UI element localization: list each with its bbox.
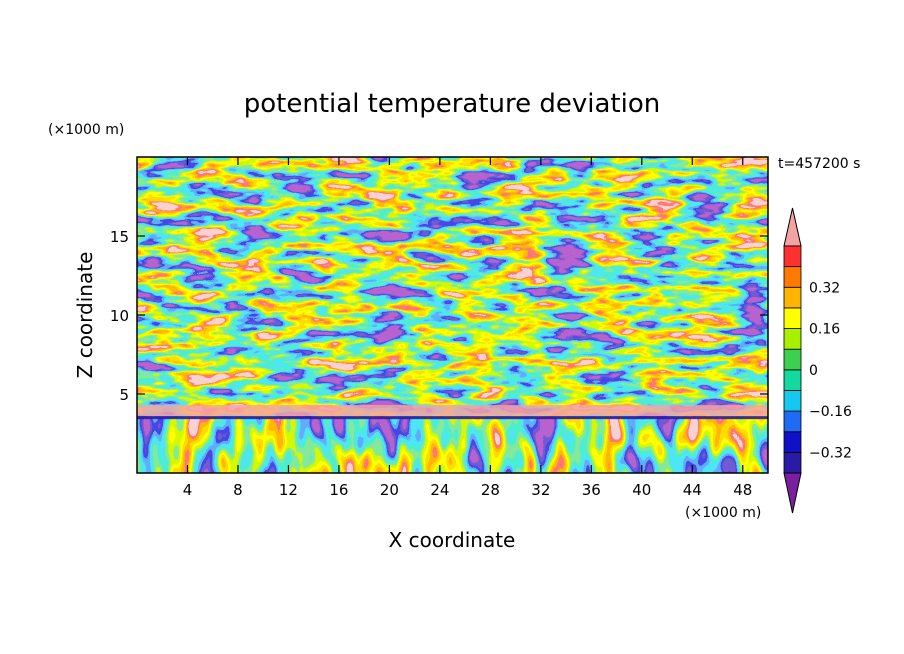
x-tick-label: 16	[329, 481, 348, 499]
colorbar-band	[783, 451, 802, 474]
colorbar-tick-label: 0	[809, 363, 818, 379]
x-tick-label: 32	[531, 481, 550, 499]
x-tick-label: 36	[582, 481, 601, 499]
x-tick-label: 28	[481, 481, 500, 499]
turbulent-layer	[137, 157, 768, 473]
inversion-edge	[137, 416, 768, 420]
chart-title: potential temperature deviation	[244, 89, 660, 119]
colorbar-band	[783, 245, 802, 268]
x-tick-label: 44	[683, 481, 702, 499]
y-tick-label: 15	[110, 228, 129, 246]
y-tick-label: 10	[110, 307, 129, 325]
y-tick-label: 5	[119, 386, 129, 404]
colorbar-extend-bottom	[783, 472, 802, 514]
colorbar: 0.32 0.16 0 −0.16 −0.32	[783, 207, 852, 514]
colorbar-band	[783, 390, 802, 412]
y-axis: 5 10 15	[110, 228, 768, 404]
colorbar-band	[783, 369, 802, 391]
x-tick-label: 20	[380, 481, 399, 499]
colorbar-band	[783, 348, 802, 371]
x-tick-label: 8	[233, 481, 243, 499]
colorbar-band	[783, 431, 802, 453]
lower-layer	[137, 417, 768, 473]
warm-layer	[137, 405, 768, 417]
y-unit-label: (×1000 m)	[48, 122, 124, 138]
colorbar-tick-label: −0.32	[809, 445, 852, 461]
colorbar-tick-label: 0.16	[809, 322, 840, 338]
colorbar-tick-label: −0.16	[809, 404, 852, 420]
colorbar-band	[783, 266, 802, 288]
colorbar-band	[783, 307, 802, 329]
x-axis: 4 8 12 16 20 24 28 32 36 40 44 48	[183, 157, 752, 499]
x-tick-label: 48	[733, 481, 752, 499]
x-tick-label: 40	[632, 481, 651, 499]
y-axis-label: Z coordinate	[73, 252, 97, 379]
x-unit-label: (×1000 m)	[685, 505, 761, 521]
x-tick-label: 24	[430, 481, 449, 499]
time-label: t=457200 s	[778, 156, 860, 172]
colorbar-band	[783, 410, 802, 433]
colorbar-extend-top	[783, 207, 802, 247]
x-tick-label: 4	[183, 481, 193, 499]
x-axis-label: X coordinate	[389, 528, 516, 552]
colorbar-tick-label: 0.32	[809, 280, 840, 296]
heatmap-field	[137, 157, 768, 473]
x-tick-label: 12	[279, 481, 298, 499]
colorbar-band	[783, 286, 802, 309]
colorbar-band	[783, 328, 802, 350]
